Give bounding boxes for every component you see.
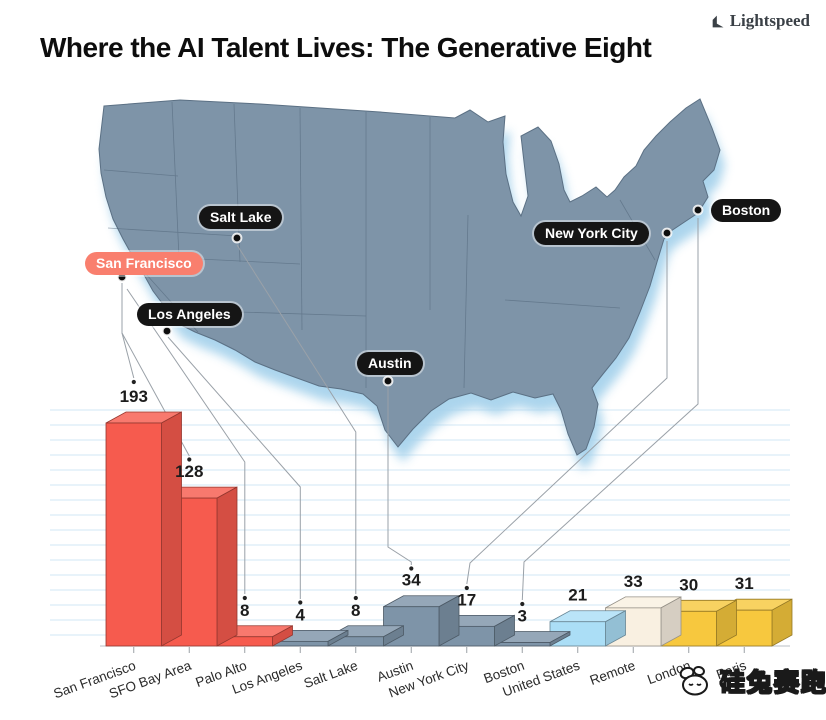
us-map bbox=[98, 98, 721, 456]
brand-lockup[interactable]: Lightspeed bbox=[711, 11, 810, 31]
connector-new-york-city bbox=[466, 241, 668, 585]
axis-ticks bbox=[133, 647, 745, 653]
city-dot-austin bbox=[382, 375, 394, 387]
value-labels: 193 128 8 4 8 34 17 3 21 33 30 31 bbox=[120, 387, 754, 626]
bar-value: 17 bbox=[457, 590, 476, 609]
page-title: Where the AI Talent Lives: The Generativ… bbox=[40, 32, 652, 63]
axis-label-remote: Remote bbox=[588, 658, 638, 688]
bar-value: 8 bbox=[351, 601, 360, 620]
rabbit-logo-icon bbox=[679, 665, 708, 696]
bar-san-francisco bbox=[105, 411, 182, 647]
axis-label-salt-lake: Salt Lake bbox=[302, 658, 360, 691]
bar-value: 8 bbox=[240, 601, 249, 620]
connector-palo-alto bbox=[126, 288, 246, 594]
city-dot-new-york-city bbox=[661, 227, 673, 239]
connector-end-dots bbox=[131, 379, 525, 607]
bar-series bbox=[105, 411, 793, 647]
city-dot-salt-lake bbox=[231, 232, 243, 244]
city-dots bbox=[116, 204, 704, 387]
watermark-text: 硅兔赛跑 bbox=[719, 668, 826, 698]
bar-value: 34 bbox=[402, 571, 421, 590]
map-label-salt-lake: Salt Lake bbox=[199, 206, 283, 229]
map-label-los-angeles: Los Angeles bbox=[137, 303, 242, 326]
watermark: 硅兔赛跑 bbox=[676, 663, 826, 699]
lightspeed-logo-icon bbox=[712, 15, 724, 27]
city-dot-boston bbox=[692, 204, 704, 216]
bar-value: 31 bbox=[735, 574, 754, 593]
bar-value: 128 bbox=[175, 462, 203, 481]
map-label-boston: Boston bbox=[711, 199, 782, 222]
connector-boston bbox=[521, 218, 699, 601]
brand-name: Lightspeed bbox=[729, 11, 810, 30]
bar-value: 33 bbox=[624, 572, 643, 591]
bar-austin bbox=[383, 595, 460, 647]
map-label-san-francisco: San Francisco bbox=[85, 252, 203, 275]
connector-los-angeles bbox=[167, 336, 301, 599]
city-dot-los-angeles bbox=[161, 325, 173, 337]
map-label-austin: Austin bbox=[357, 352, 423, 375]
connector-lines bbox=[121, 218, 699, 607]
connector-salt-lake bbox=[236, 244, 357, 594]
bar-value: 21 bbox=[568, 586, 587, 605]
map-label-new-york-city: New York City bbox=[534, 222, 649, 245]
bar-value: 30 bbox=[679, 575, 698, 594]
bar-value: 3 bbox=[518, 607, 527, 626]
bar-value: 4 bbox=[296, 605, 306, 624]
bar-value: 193 bbox=[120, 387, 148, 406]
connector-austin bbox=[387, 387, 412, 565]
bar-united-states bbox=[549, 610, 626, 647]
